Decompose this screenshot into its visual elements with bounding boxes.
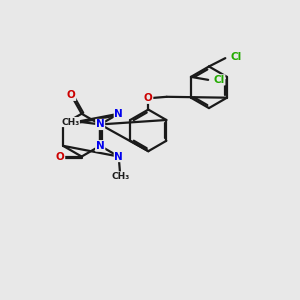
Text: Cl: Cl: [231, 52, 242, 62]
Text: N: N: [114, 152, 123, 161]
Text: O: O: [144, 93, 153, 103]
Text: O: O: [67, 90, 76, 100]
Text: N: N: [96, 141, 104, 151]
Text: Cl: Cl: [214, 75, 225, 85]
Text: CH₃: CH₃: [61, 118, 80, 127]
Text: N: N: [96, 141, 104, 151]
Text: O: O: [56, 152, 64, 161]
Text: CH₃: CH₃: [111, 172, 129, 181]
Text: N: N: [96, 119, 104, 129]
Text: N: N: [114, 109, 123, 119]
